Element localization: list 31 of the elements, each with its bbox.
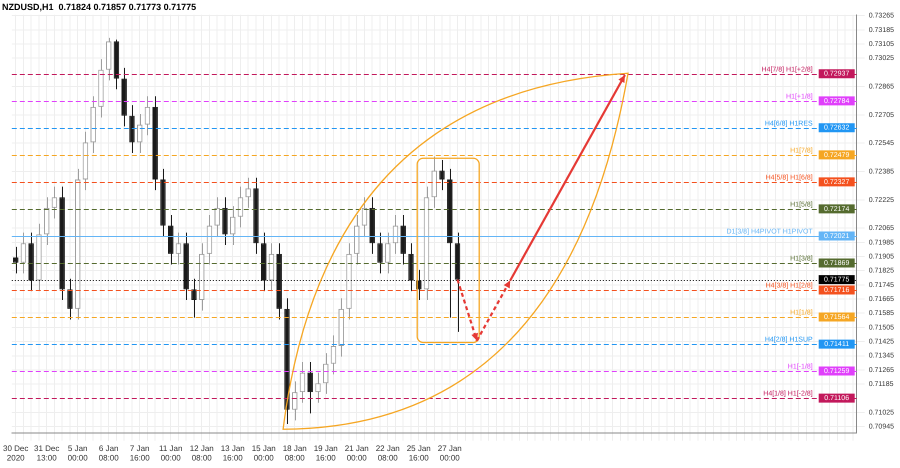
candlestick	[385, 232, 390, 274]
candlestick	[136, 113, 142, 154]
x-tick-label: 27 Jan 00:00	[438, 444, 462, 462]
candlestick	[52, 186, 58, 219]
candlestick	[323, 352, 328, 394]
candlestick	[20, 232, 26, 274]
x-tick-label: 30 Dec 2020	[3, 444, 28, 462]
x-tick-label: 21 Jan 00:00	[344, 444, 369, 462]
x-tick-label: 7 Jan 16:00	[130, 444, 150, 462]
x-tick-label: 12 Jan 08:00	[190, 444, 214, 462]
candlestick	[292, 380, 298, 421]
candlestick	[12, 246, 18, 274]
candlestick	[214, 196, 220, 237]
x-tick-label: 22 Jan 08:00	[376, 444, 400, 462]
candlestick	[191, 278, 197, 318]
x-tick-label: 19 Jan 16:00	[314, 444, 338, 462]
candlestick	[308, 361, 313, 414]
candlestick	[144, 96, 150, 136]
x-tick-label: 11 Jan 00:00	[158, 444, 182, 462]
x-tick-label: 31 Dec 13:00	[34, 444, 60, 462]
candlestick	[230, 206, 236, 246]
x-tick-label: 6 Jan 08:00	[98, 444, 120, 462]
candlestick	[176, 232, 182, 266]
candlestick	[67, 278, 73, 320]
x-tick-label: 5 Jan 00:00	[68, 444, 88, 462]
candlestick	[246, 177, 251, 208]
x-tick-label: 18 Jan 08:00	[282, 444, 307, 462]
chart-title: NZDUSD,H1 0.71824 0.71857 0.71773 0.71775	[2, 2, 196, 12]
x-tick-label: 15 Jan 00:00	[252, 444, 276, 462]
x-tick-label: 25 Jan 16:00	[406, 444, 431, 462]
x-tick-label: 13 Jan 16:00	[220, 444, 245, 462]
